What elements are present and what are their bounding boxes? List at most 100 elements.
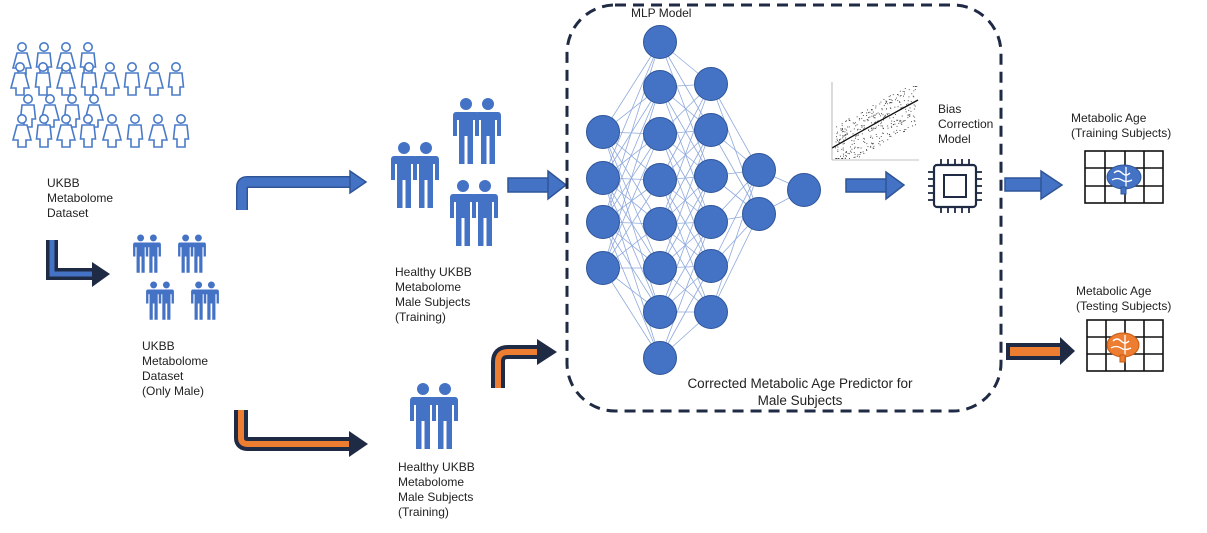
scatter-point	[883, 119, 885, 121]
scatter-point	[860, 151, 861, 153]
scatter-point	[900, 107, 902, 109]
dataset-male-label: UKBB Metabolome Dataset (Only Male)	[142, 339, 209, 398]
scatter-point	[892, 94, 894, 96]
scatter-point	[838, 141, 840, 143]
scatter-point	[839, 134, 841, 136]
nn-edge	[710, 213, 760, 313]
scatter-point	[898, 122, 900, 124]
scatter-point	[888, 99, 890, 100]
nn-node	[643, 25, 677, 59]
nn-edge	[659, 175, 712, 313]
nn-edge	[659, 129, 712, 225]
scatter-point	[869, 111, 871, 113]
scatter-point	[843, 155, 844, 157]
scatter-point	[893, 121, 895, 122]
scatter-point	[912, 86, 914, 87]
nn-node	[643, 295, 677, 329]
scatter-point	[868, 117, 870, 119]
scatter-point	[853, 128, 855, 130]
scatter-point	[836, 158, 838, 159]
scatter-point	[890, 108, 892, 109]
scatter-point	[902, 106, 904, 108]
scatter-point	[872, 142, 874, 144]
scatter-point	[882, 127, 884, 129]
scatter-point	[864, 127, 866, 129]
scatter-point	[863, 153, 865, 154]
scatter-point	[910, 110, 912, 112]
scatter-point	[914, 89, 916, 90]
scatter-point	[842, 129, 843, 131]
scatter-point	[841, 128, 843, 130]
scatter-point	[860, 112, 862, 114]
nn-edge	[602, 267, 661, 359]
scatter-point	[837, 141, 839, 143]
scatter-point	[881, 140, 883, 141]
scatter-point	[846, 129, 848, 131]
scatter-point	[841, 148, 843, 150]
scatter-point	[912, 115, 914, 117]
nn-edge	[602, 179, 661, 269]
scatter-point	[905, 108, 907, 110]
scatter-point	[852, 122, 854, 124]
scatter-point	[889, 117, 891, 119]
mixed-population-icon	[10, 41, 190, 148]
nn-node	[643, 207, 677, 241]
nn-node	[586, 161, 620, 195]
scatter-point	[857, 129, 858, 131]
scatter-point	[853, 123, 855, 125]
scatter-point	[836, 133, 838, 135]
scatter-point	[840, 155, 841, 157]
scatter-point	[900, 122, 902, 124]
scatter-point	[843, 153, 844, 155]
scatter-point	[861, 118, 863, 120]
scatter-point	[873, 114, 875, 116]
scatter-point	[899, 120, 900, 122]
scatter-point	[867, 120, 869, 122]
scatter-point	[851, 140, 853, 141]
scatter-point	[854, 122, 856, 124]
scatter-point	[879, 137, 880, 139]
scatter-point	[890, 135, 892, 137]
brain-grid-icon	[1086, 319, 1164, 372]
scatter-point	[868, 129, 869, 131]
scatter-point	[870, 146, 872, 148]
scatter-point	[853, 140, 855, 142]
scatter-point	[911, 93, 913, 95]
scatter-point	[872, 111, 874, 113]
nn-edge	[602, 41, 661, 179]
person-outline-icon	[144, 61, 164, 96]
scatter-point	[842, 130, 844, 132]
arrow-to-bias-model	[845, 170, 906, 201]
arrow-to-mlp	[507, 169, 568, 201]
person-outline-icon	[172, 114, 190, 148]
scatter-point	[875, 105, 877, 107]
scatter-point	[903, 131, 904, 133]
scatter-point	[915, 124, 916, 126]
scatter-point	[879, 115, 881, 117]
nn-edge	[659, 179, 712, 313]
scatter-point	[842, 147, 844, 149]
scatter-point	[859, 156, 860, 158]
scatter-point	[856, 116, 858, 118]
nn-edge	[659, 129, 712, 269]
scatter-point	[887, 125, 889, 127]
scatter-point	[913, 120, 915, 122]
scatter-point	[862, 115, 864, 116]
scatter-point	[907, 126, 909, 128]
nn-edge	[602, 133, 661, 269]
scatter-point	[841, 158, 843, 159]
scatter-point	[908, 89, 910, 91]
scatter-point	[852, 133, 854, 135]
scatter-point	[846, 132, 848, 134]
scatter-point	[857, 128, 859, 130]
scatter-point	[840, 138, 842, 140]
scatter-point	[887, 114, 888, 116]
scatter-point	[863, 120, 865, 122]
scatter-point	[871, 129, 873, 131]
scatter-point	[909, 114, 911, 116]
scatter-point	[840, 128, 842, 130]
scatter-point	[864, 120, 866, 122]
scatter-point	[882, 132, 884, 134]
scatter-point	[888, 134, 890, 136]
